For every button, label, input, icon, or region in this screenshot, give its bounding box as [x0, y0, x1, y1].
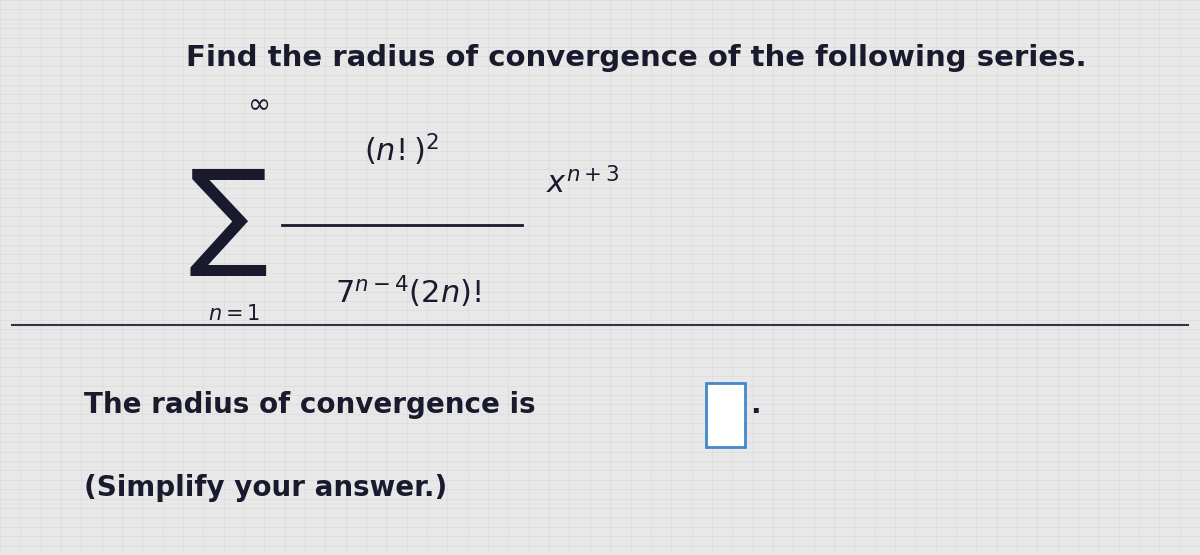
Text: $x^{n+3}$: $x^{n+3}$	[546, 167, 620, 199]
Text: $\sum$: $\sum$	[188, 166, 268, 278]
Text: .: .	[750, 391, 761, 419]
Bar	[706, 383, 745, 447]
Text: $(n!)^2$: $(n!)^2$	[365, 132, 439, 168]
Text: The radius of convergence is: The radius of convergence is	[84, 391, 535, 419]
Text: $\infty$: $\infty$	[247, 89, 269, 117]
Text: $n=1$: $n=1$	[208, 304, 260, 324]
Text: (Simplify your answer.): (Simplify your answer.)	[84, 475, 448, 502]
Text: $7^{n-4}(2n)!$: $7^{n-4}(2n)!$	[335, 273, 481, 310]
Text: Find the radius of convergence of the following series.: Find the radius of convergence of the fo…	[186, 44, 1086, 72]
